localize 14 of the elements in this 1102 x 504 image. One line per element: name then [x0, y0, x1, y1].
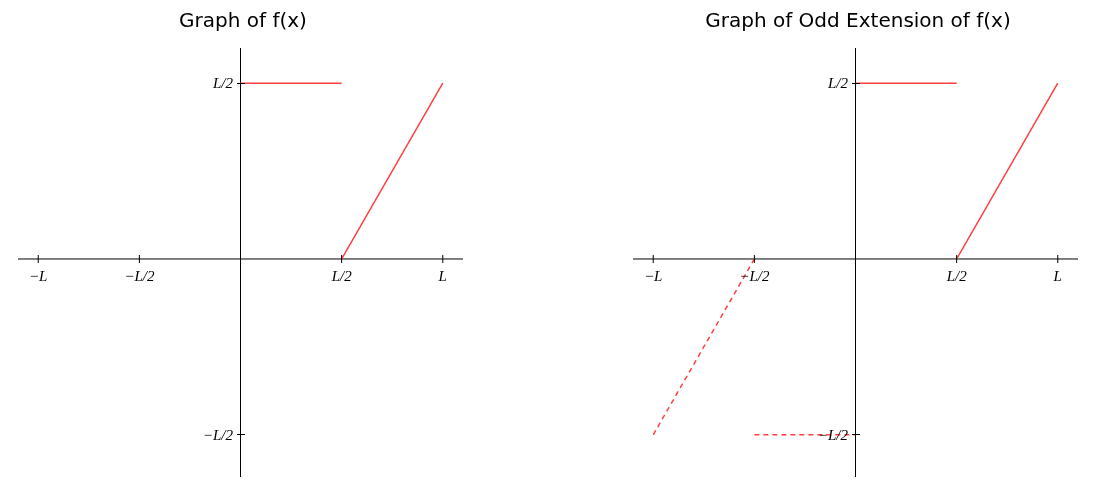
- chart-title: Graph of Odd Extension of f(x): [704, 8, 1012, 34]
- annotation: L/2: [212, 74, 233, 94]
- chart-title: Graph of f(x): [178, 8, 308, 34]
- x-tick-label: −L: [643, 267, 663, 284]
- x-tick-label: L: [437, 267, 447, 284]
- text: −L/2: [202, 425, 233, 445]
- x-tick-label: L/2: [945, 267, 968, 284]
- x-tick-label: L/2: [330, 267, 353, 284]
- x-tick-label: −L/2: [124, 267, 155, 284]
- annotation: L/2: [827, 74, 848, 94]
- x-tick-label: L: [1052, 267, 1062, 284]
- annotation: −L/2: [817, 425, 848, 445]
- x-tick-label: −L/2: [739, 267, 770, 284]
- x-tick-label: −L: [28, 267, 48, 284]
